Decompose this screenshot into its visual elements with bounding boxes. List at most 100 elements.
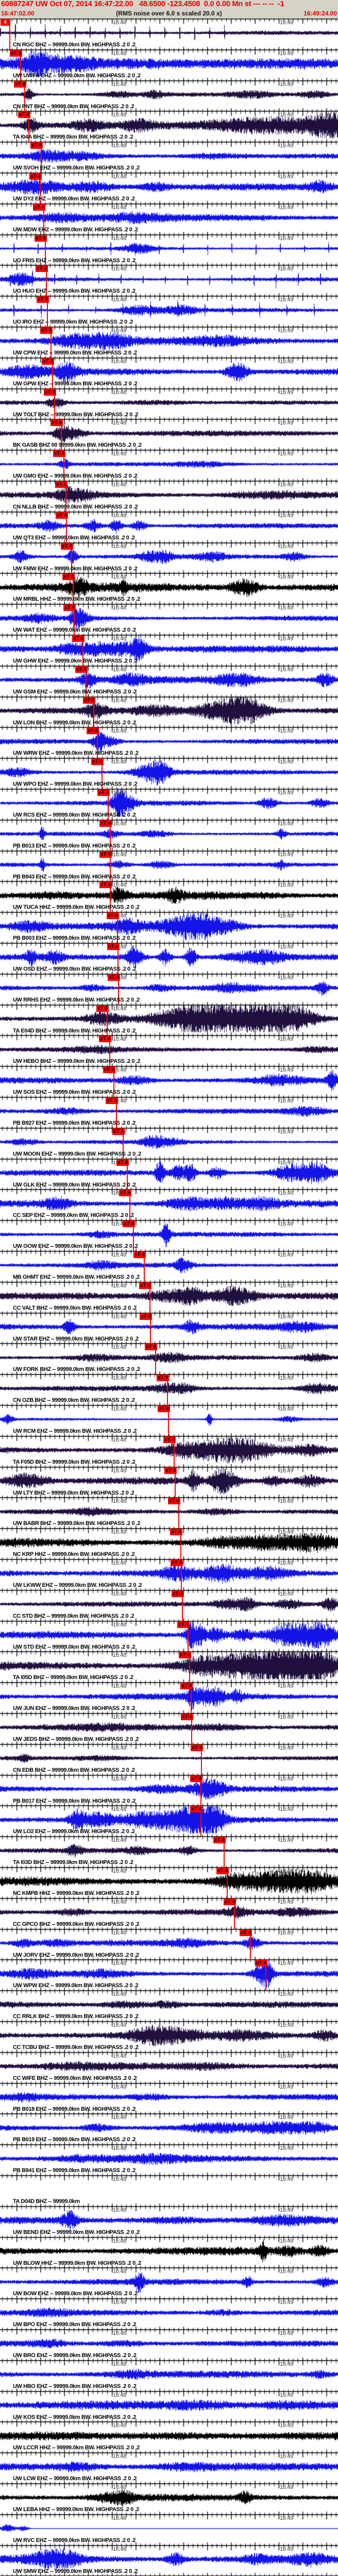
trace-row[interactable]: 16:48 16:49 xT 4 UW SVOH EHZ -- 99999.0k… <box>0 142 338 173</box>
pick-line[interactable] <box>52 358 53 388</box>
pick-flag[interactable]: xT 4 <box>99 851 112 858</box>
trace-row[interactable]: 16:48 16:49 xT 4 CN NLLB BHZ -- 99999.0k… <box>0 481 338 512</box>
trace-row[interactable]: 16:48 16:49 UW HBO EHZ -- 99999.0km BW. … <box>0 2360 338 2391</box>
trace-row[interactable]: 16:48 16:49 xT 4 TA F05D BHZ -- 99999.0k… <box>0 1436 338 1467</box>
pick-line[interactable] <box>149 1282 150 1313</box>
trace-row[interactable]: 16:48 16:49 xT 4 PB B927 EHZ -- 99999.0k… <box>0 1097 338 1128</box>
pick-flag[interactable]: xT 4 <box>18 111 31 118</box>
pick-line[interactable] <box>127 1159 128 1190</box>
pick-line[interactable] <box>118 974 119 1005</box>
trace-row[interactable]: 16:48 16:49 xT 4 PB B003 EHZ -- 99999.0k… <box>0 912 338 943</box>
pick-flag[interactable]: xT 4 <box>61 543 74 550</box>
pick-line[interactable] <box>86 666 87 697</box>
pick-flag[interactable]: xT 4 <box>53 450 66 457</box>
pick-line[interactable] <box>40 173 41 204</box>
pick-flag[interactable]: xT 4 <box>170 1529 183 1535</box>
pick-flag[interactable]: 4 <box>1 19 10 26</box>
trace-row[interactable]: 16:48 16:49 xT 4 UW FORK BHZ -- 99999.0k… <box>0 1343 338 1374</box>
trace-row[interactable]: 16:48 16:49 xT 4 CC GPCO BHZ -- 99999.0k… <box>0 1898 338 1929</box>
trace-row[interactable]: 16:48 16:49 CC RRLK BHZ -- 99999.0km BW.… <box>0 1990 338 2021</box>
trace-row[interactable]: 16:48 16:49 xT 4 CN PNT BHZ -- 99999.0km… <box>0 80 338 111</box>
pick-line[interactable] <box>178 1498 179 1528</box>
trace-row[interactable]: 16:48 16:49 UW BRO EHZ -- 99999.0km BW. … <box>0 2329 338 2360</box>
trace-row[interactable]: 16:48 16:49 xT 4 UW GHW EHZ -- 99999.0km… <box>0 635 338 666</box>
trace-row[interactable]: 16:48 16:49 xT 4 UW JEDS BHZ -- 99999.0k… <box>0 1713 338 1744</box>
pick-flag[interactable]: xT 4 <box>91 758 104 765</box>
trace-row[interactable]: 16:48 16:49 4 CN RGC BHZ -- 99999.0km BW… <box>0 19 338 49</box>
pick-flag[interactable]: xT 4 <box>50 419 63 426</box>
trace-row[interactable]: 16:48 16:49 CC TCBU BHZ -- 99999.0km BW.… <box>0 2021 338 2052</box>
trace-row[interactable]: 16:48 16:49 xT 4 UW GPW EHZ -- 99999.0km… <box>0 358 338 388</box>
pick-flag[interactable]: xT 4 <box>164 1467 177 1474</box>
pick-line[interactable] <box>200 1806 201 1836</box>
pick-flag[interactable]: xT 4 <box>29 173 42 180</box>
pick-line[interactable] <box>123 1128 124 1159</box>
trace-row[interactable]: 16:48 16:49 xT 4 BK GASB BHZ 00 99999.0k… <box>0 419 338 450</box>
trace-row[interactable]: 16:48 16:49 CC WIFE BHZ -- 99999.0km BW.… <box>0 2052 338 2083</box>
pick-flag[interactable]: xT 4 <box>145 1344 158 1350</box>
pick-flag[interactable]: xT 4 <box>10 50 23 57</box>
pick-flag[interactable]: xT 4 <box>139 1282 152 1289</box>
trace-row[interactable]: 16:48 16:49 xT 4 TA E04D BHZ -- 99999.0k… <box>0 1005 338 1036</box>
pick-line[interactable] <box>61 419 62 450</box>
pick-line[interactable] <box>63 450 64 481</box>
pick-flag[interactable]: xT 4 <box>191 1744 204 1751</box>
trace-row[interactable]: 16:48 16:49 UW LEBA HHZ -- 99999.0km BW.… <box>0 2483 338 2514</box>
trace-row[interactable]: 16:48 16:49 xT 4 PB B013 EHZ -- 99999.0k… <box>0 820 338 851</box>
trace-row[interactable]: 16:48 16:49 xT 4 CC VALT BHZ -- 99999.0k… <box>0 1282 338 1313</box>
trace-row[interactable]: 16:48 16:49 xT 4 UW WAT EHZ -- 99999.0km… <box>0 604 338 635</box>
pick-line[interactable] <box>47 296 48 327</box>
trace-row[interactable]: 16:48 16:49 xT 4 UW LKWW EHZ -- 99999.0k… <box>0 1559 338 1590</box>
trace-row[interactable]: 16:48 16:49 UW BOW EHZ -- 99999.0km BW. … <box>0 2267 338 2298</box>
pick-line[interactable] <box>108 789 109 820</box>
pick-flag[interactable]: xT 4 <box>108 974 121 981</box>
pick-line[interactable] <box>74 604 75 635</box>
trace-row[interactable]: 16:48 16:49 xT 4 UW STD EHZ -- 99999.0km… <box>0 1621 338 1652</box>
pick-line[interactable] <box>54 389 55 419</box>
pick-flag[interactable]: xT 4 <box>255 1960 268 1967</box>
pick-line[interactable] <box>180 1529 181 1559</box>
pick-flag[interactable]: xT 4 <box>63 604 76 611</box>
trace-row[interactable]: 16:48 16:49 UW KOS EHZ -- 99999.0km BW. … <box>0 2391 338 2422</box>
pick-line[interactable] <box>41 142 42 173</box>
pick-flag[interactable]: xT 4 <box>119 1190 132 1196</box>
pick-flag[interactable]: xT 4 <box>157 1375 170 1381</box>
pick-line[interactable] <box>82 635 83 666</box>
pick-line[interactable] <box>227 1868 228 1898</box>
trace-row[interactable]: 16:48 16:49 UW LCCR HHZ -- 99999.0km BW.… <box>0 2421 338 2452</box>
pick-line[interactable] <box>265 1960 266 1990</box>
pick-flag[interactable]: xT 4 <box>36 265 48 272</box>
trace-row[interactable]: 16:48 16:49 xT 4 UW WPW EHZ -- 99999.0km… <box>0 1959 338 1990</box>
pick-line[interactable] <box>65 481 66 512</box>
pick-line[interactable] <box>168 1405 169 1436</box>
pick-line[interactable] <box>97 727 98 758</box>
pick-line[interactable] <box>45 235 46 265</box>
pick-flag[interactable]: xT 4 <box>99 1036 112 1042</box>
pick-flag[interactable]: xT 4 <box>180 1683 193 1689</box>
pick-flag[interactable]: xT 4 <box>99 882 112 888</box>
pick-line[interactable] <box>109 1036 110 1066</box>
pick-flag[interactable]: xT 4 <box>44 389 57 396</box>
pick-line[interactable] <box>116 1097 117 1128</box>
pick-line[interactable] <box>117 912 118 943</box>
trace-row[interactable]: 16:48 16:49 xT 4 UW JUN EHZ -- 99999.0km… <box>0 1682 338 1713</box>
pick-flag[interactable]: xT 4 <box>107 912 120 919</box>
trace-row[interactable]: 16:48 16:49 xT 4 MB GHMT EHZ -- 99999.0k… <box>0 1251 338 1282</box>
trace-row[interactable]: 16:48 16:49 xT 4 UW LTY BHZ -- 99999.0km… <box>0 1467 338 1498</box>
trace-row[interactable]: 16:48 16:49 PB B018 EHZ -- 99999.0km BW.… <box>0 2083 338 2114</box>
trace-row[interactable]: 16:48 16:49 xT 4 UW HEBO BHZ -- 99999.0k… <box>0 1035 338 1066</box>
trace-row[interactable]: 16:48 16:49 xT 4 UO IRO EHZ -- 99999.0km… <box>0 296 338 327</box>
trace-row[interactable]: 16:48 16:49 xT 4 UW TOLT BHZ -- 99999.0k… <box>0 388 338 419</box>
trace-row[interactable]: 16:48 16:49 xT 4 CC STD BHZ -- 99999.0km… <box>0 1590 338 1621</box>
pick-line[interactable] <box>182 1590 183 1621</box>
pick-line[interactable] <box>71 543 72 573</box>
pick-flag[interactable]: xT 4 <box>158 1405 171 1412</box>
pick-flag[interactable]: xT 4 <box>87 727 99 734</box>
trace-row[interactable]: 16:48 16:49 UW SMW EHZ -- 99999.0km BW. … <box>0 2545 338 2576</box>
pick-line[interactable] <box>167 1375 168 1405</box>
trace-row[interactable]: 16:48 16:49 xT 4 UW RCS EHZ -- 99999.0km… <box>0 789 338 820</box>
pick-line[interactable] <box>110 882 111 912</box>
trace-row[interactable]: 16:48 16:49 UW LCW EHZ -- 99999.0km BW. … <box>0 2452 338 2483</box>
pick-flag[interactable]: xT 4 <box>224 1899 236 1905</box>
